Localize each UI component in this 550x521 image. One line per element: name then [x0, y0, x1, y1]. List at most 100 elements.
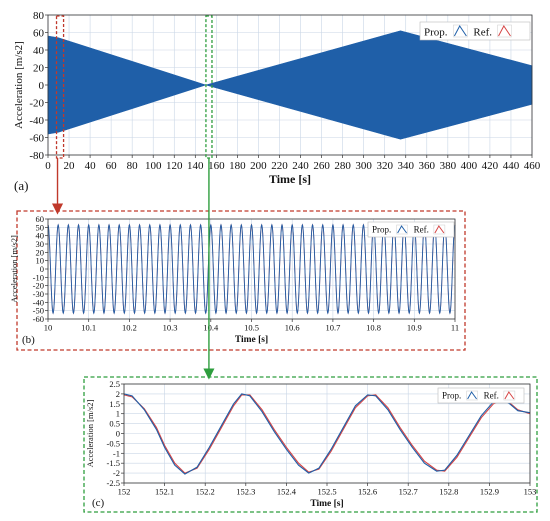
- series-prop-line: [47, 223, 456, 315]
- y-tick-label: -60: [29, 132, 44, 144]
- y-tick-label: 1: [116, 409, 120, 419]
- legend-entry-prop: Prop.: [442, 391, 461, 401]
- x-tick-label: 152.5: [317, 487, 336, 497]
- y-tick-label: 0: [39, 80, 45, 92]
- x-tick-label: 10.2: [122, 323, 137, 333]
- x-tick-label: 300: [355, 160, 372, 172]
- zoom-frame: [16, 210, 466, 351]
- y-tick-label: -10: [33, 272, 44, 282]
- y-tick-label: -1: [113, 448, 120, 458]
- x-tick-label: 100: [145, 160, 162, 172]
- x-axis-label: Time [s]: [235, 335, 268, 345]
- y-tick-label: 30: [36, 239, 45, 249]
- legend-swatch-box: [396, 224, 408, 235]
- x-tick-label: 220: [271, 160, 288, 172]
- y-tick-label: -60: [33, 314, 44, 324]
- x-tick-label: 11: [451, 323, 459, 333]
- legend: Prop. Ref.: [419, 21, 531, 41]
- legend: Prop. Ref.: [437, 387, 525, 404]
- series-ref-line: [123, 394, 531, 474]
- legend-entry-ref: Ref.: [484, 391, 499, 401]
- chart-panel-1: 10 10.1 10.2 10.3 10.4 10.5 10.6 10.7 10.8 10.9 11…: [9, 210, 466, 351]
- x-tick-label: 152.2: [196, 487, 215, 497]
- x-tick-label: 10.6: [285, 323, 300, 333]
- legend-swatch-ref: [434, 225, 445, 234]
- x-tick-label: 80: [127, 160, 139, 172]
- x-tick-label: 160: [208, 160, 225, 172]
- y-tick-label: -80: [29, 150, 44, 162]
- legend-swatch-box: [453, 24, 468, 38]
- x-tick-label: 340: [397, 160, 414, 172]
- y-tick-label: 0: [40, 264, 44, 274]
- panel-label: (a): [14, 178, 28, 193]
- y-tick-label: -40: [29, 115, 44, 127]
- x-tick-label: 380: [440, 160, 457, 172]
- x-tick-label: 10.7: [325, 323, 340, 333]
- x-tick-label: 60: [106, 160, 118, 172]
- legend-swatch-prop: [397, 225, 408, 234]
- x-tick-label: 420: [482, 160, 499, 172]
- x-tick-label: 460: [524, 160, 541, 172]
- x-tick-label: 20: [64, 160, 76, 172]
- y-tick-label: 2: [116, 389, 120, 399]
- y-axis-label: Acceleration [m/s2]: [13, 41, 25, 129]
- x-tick-label: 152.8: [439, 487, 458, 497]
- y-tick-label: -2: [113, 468, 120, 478]
- legend-entry-prop: Prop.: [424, 27, 448, 39]
- legend-entry-prop: Prop.: [372, 225, 391, 235]
- y-tick-label: -40: [33, 297, 44, 307]
- x-tick-label: 280: [334, 160, 351, 172]
- x-tick-label: 153: [524, 487, 537, 497]
- x-tick-label: 140: [187, 160, 204, 172]
- x-tick-label: 240: [292, 160, 309, 172]
- legend-box: [367, 221, 455, 238]
- x-axis-label: Time [s]: [310, 499, 343, 509]
- legend-swatch-box: [497, 24, 512, 38]
- y-tick-label: 50: [36, 222, 45, 232]
- legend-swatch-box: [466, 390, 478, 401]
- legend-swatch-box: [503, 390, 516, 401]
- x-tick-label: 10.1: [81, 323, 96, 333]
- y-tick-label: 20: [33, 62, 45, 74]
- x-tick-label: 10: [44, 323, 53, 333]
- x-tick-label: 10.9: [407, 323, 422, 333]
- y-tick-label: 20: [36, 247, 45, 257]
- x-tick-label: 400: [461, 160, 478, 172]
- x-tick-label: 260: [313, 160, 330, 172]
- zoom-indicators: [51, 15, 215, 380]
- x-tick-label: 320: [376, 160, 393, 172]
- legend-entry-ref: Ref.: [414, 225, 429, 235]
- x-tick-label: 152.6: [358, 487, 377, 497]
- x-tick-label: 440: [503, 160, 520, 172]
- legend: Prop. Ref.: [367, 221, 455, 238]
- legend-swatch-ref: [498, 25, 511, 37]
- x-tick-label: 152.1: [155, 487, 174, 497]
- x-tick-label: 200: [250, 160, 267, 172]
- legend-swatch-prop: [453, 25, 467, 37]
- x-tick-label: 152.9: [480, 487, 499, 497]
- x-tick-label: 0: [45, 160, 51, 172]
- x-tick-label: 360: [419, 160, 436, 172]
- y-tick-label: 0.5: [109, 419, 120, 429]
- x-tick-label: 152: [118, 487, 131, 497]
- y-tick-label: 40: [36, 231, 45, 241]
- y-tick-label: 1.5: [109, 399, 120, 409]
- y-tick-label: 10: [36, 256, 45, 266]
- y-tick-label: 2.5: [109, 379, 120, 389]
- y-tick-label: 40: [33, 45, 45, 57]
- y-tick-label: -2.5: [107, 478, 120, 488]
- x-tick-label: 40: [85, 160, 97, 172]
- panel-label: (b): [22, 334, 35, 346]
- y-tick-label: 60: [33, 27, 45, 39]
- x-tick-label: 152.3: [236, 487, 255, 497]
- legend-box: [437, 387, 525, 404]
- y-axis-label: Acceleration [m/s2]: [9, 235, 19, 303]
- y-tick-label: -50: [33, 306, 44, 316]
- y-tick-label: 0: [116, 428, 120, 438]
- x-tick-label: 180: [229, 160, 246, 172]
- zoom-frame: [83, 376, 538, 513]
- chart-panel-0: 0 20 40 60 80 100 120 140 160 180 200 220 240 260 280 3…: [13, 10, 541, 193]
- legend-swatch-box: [433, 224, 446, 235]
- y-tick-label: -30: [33, 289, 44, 299]
